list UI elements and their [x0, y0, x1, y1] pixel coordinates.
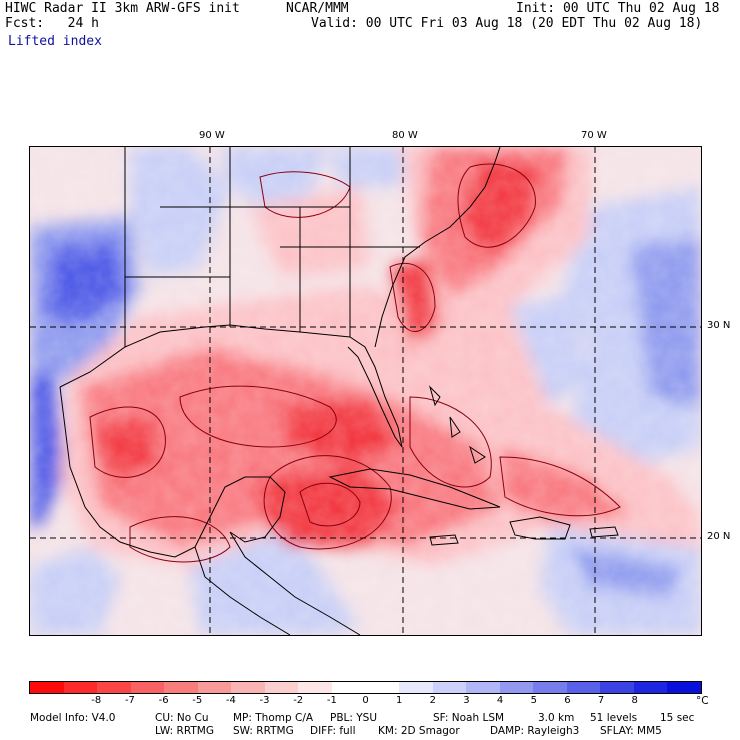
colorbar-segment: [231, 682, 265, 693]
footer-mp: MP: Thomp C/A: [233, 712, 314, 724]
colorbar-segment: [30, 682, 64, 693]
lon-label-80w: 80 W: [392, 130, 418, 141]
colorbar-tick-label: -1: [326, 695, 337, 706]
colorbar-segment: [499, 682, 534, 693]
contour-lines: [89, 163, 621, 563]
colorbar-unit: °C: [696, 695, 709, 707]
colorbar-segment: [63, 682, 98, 693]
colorbar-segment: [533, 682, 567, 693]
colorbar-segment: [566, 682, 601, 693]
colorbar-segment: [130, 682, 165, 693]
colorbar-tick-label: -3: [259, 695, 270, 706]
colorbar-segment: [197, 682, 232, 693]
lon-label-70w: 70 W: [581, 130, 607, 141]
footer-diff: DIFF: full: [310, 725, 356, 737]
map-canvas: [30, 147, 701, 635]
footer-model-info: Model Info: V4.0: [30, 712, 116, 724]
colorbar-segment: [667, 682, 701, 693]
model-title: HIWC Radar II 3km ARW-GFS init: [5, 1, 240, 16]
field-texture: [30, 147, 701, 635]
lat-label-30n: 30 N: [707, 320, 731, 331]
footer-levels: 51 levels: [590, 712, 638, 724]
colorbar-tick-label: 0: [362, 695, 369, 706]
colorbar-tick-label: -7: [124, 695, 135, 706]
colorbar-segment: [298, 682, 332, 693]
colorbar-segment: [264, 682, 299, 693]
colorbar-tick-label: 7: [597, 695, 605, 706]
colorbar-tick-label: -5: [192, 695, 203, 706]
footer-sf: SF: Noah LSM: [433, 712, 505, 724]
colorbar-tick-label: -8: [91, 695, 102, 706]
lon-label-90w: 90 W: [199, 130, 225, 141]
coastlines: [59, 147, 619, 635]
footer-pbl: PBL: YSU: [330, 712, 378, 724]
colorbar-segment: [466, 682, 500, 693]
colorbar-tick-label: -6: [158, 695, 169, 706]
colorbar-tick-label: 5: [530, 695, 537, 706]
forecast-hour: Fcst: 24 h: [5, 16, 99, 31]
colorbar-tick-label: 8: [631, 695, 638, 706]
valid-time: Valid: 00 UTC Fri 03 Aug 18 (20 EDT Thu …: [311, 16, 703, 31]
lat-lon-grid: [30, 147, 701, 635]
footer-sflay: SFLAY: MM5: [600, 725, 662, 737]
colorbar-segment: [365, 682, 400, 693]
colorbar-tick-label: -4: [225, 695, 236, 706]
colorbar-segment: [432, 682, 467, 693]
footer-resolution: 3.0 km: [538, 712, 575, 724]
colorbar-tick-label: 2: [429, 695, 436, 706]
colorbar-segment: [600, 682, 634, 693]
footer-cu: CU: No Cu: [155, 712, 209, 724]
colorbar-tick-label: -2: [293, 695, 304, 706]
lat-label-20n: 20 N: [707, 531, 731, 542]
colorbar: [29, 681, 702, 694]
footer-damp: DAMP: Rayleigh3: [490, 725, 580, 737]
footer-lw: LW: RRTMG: [155, 725, 214, 737]
footer-km: KM: 2D Smagor: [378, 725, 460, 737]
colorbar-tick-label: 6: [564, 695, 571, 706]
init-time: Init: 00 UTC Thu 02 Aug 18: [516, 1, 720, 16]
colorbar-segment: [331, 682, 366, 693]
colorbar-segment: [399, 682, 433, 693]
colorbar-tick-label: 4: [496, 695, 504, 706]
colorbar-tick-label: 3: [463, 695, 470, 706]
colorbar-segment: [164, 682, 198, 693]
footer-timestep: 15 sec: [660, 712, 695, 724]
field-name: Lifted index: [8, 34, 102, 49]
colorbar-ticks: -8 -7 -6 -5 -4 -3 -2 -1 0 1 2 3 4 5 6 7 8: [29, 695, 702, 707]
colorbar-segment: [97, 682, 131, 693]
institution: NCAR/MMM: [286, 1, 349, 16]
colorbar-segment: [633, 682, 668, 693]
colorbar-tick-label: 1: [395, 695, 403, 706]
footer-sw: SW: RRTMG: [233, 725, 294, 737]
lifted-index-map: [29, 146, 702, 636]
